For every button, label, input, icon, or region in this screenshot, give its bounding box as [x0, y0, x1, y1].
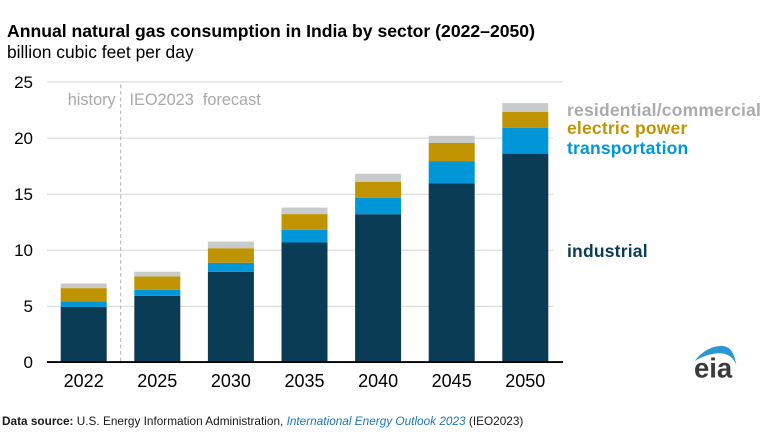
- svg-text:eia: eia: [694, 353, 733, 384]
